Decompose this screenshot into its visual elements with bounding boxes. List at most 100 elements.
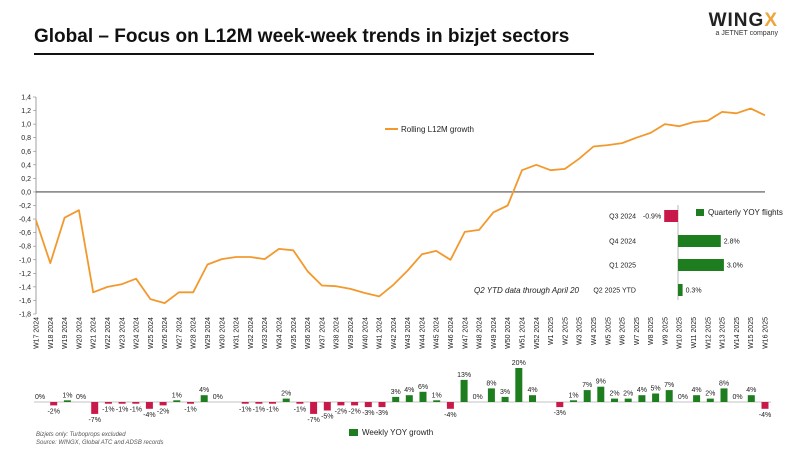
weekly-yoy-data-label: -4% xyxy=(143,412,155,419)
x-tick-label: W30 2024 xyxy=(219,317,226,349)
x-tick-label: W31 2024 xyxy=(234,317,241,349)
weekly-yoy-bar xyxy=(282,398,290,402)
weekly-yoy-bar xyxy=(132,402,140,404)
quarter-category-label: Q2 2025 YTD xyxy=(593,288,636,295)
x-tick-label: W26 2024 xyxy=(162,317,169,349)
quarterly-yoy-data-label: 0.3% xyxy=(686,288,702,295)
quarterly-yoy-data-label: 2.8% xyxy=(724,239,740,246)
weekly-yoy-data-label: -1% xyxy=(294,407,306,414)
x-tick-label: W29 2024 xyxy=(205,317,212,349)
weekly-yoy-bar xyxy=(611,398,618,402)
weekly-yoy-bar xyxy=(91,402,99,414)
weekly-yoy-bar xyxy=(310,402,318,414)
weekly-yoy-data-label: -1% xyxy=(239,407,251,414)
weekly-yoy-data-label: 20% xyxy=(512,360,526,367)
weekly-yoy-bar xyxy=(241,402,249,404)
legend-quarterly-label: Quarterly YOY flights xyxy=(708,208,783,217)
line-chart-axes: 1,4 1,2 1,0 0,8 0,6 0,4 0,2 0,0 -0,2 -0,4 -0,6 -0,8… xyxy=(19,95,765,319)
x-tick-label: W25 2024 xyxy=(148,317,155,349)
x-tick-label: W33 2024 xyxy=(262,317,269,349)
x-tick-label: W15 2025 xyxy=(748,317,755,349)
x-tick-label: W14 2025 xyxy=(734,317,741,349)
weekly-yoy-bar xyxy=(351,402,359,406)
weekly-yoy-data-label: -1% xyxy=(102,407,114,414)
weekly-yoy-data-label: -3% xyxy=(376,410,388,417)
x-tick-label: W24 2024 xyxy=(134,317,141,349)
x-tick-label: W40 2024 xyxy=(362,317,369,349)
weekly-yoy-data-label: -3% xyxy=(362,410,374,417)
quarterly-yoy-bar xyxy=(678,284,683,296)
weekly-yoy-bar xyxy=(583,390,591,402)
x-tick-label: W42 2024 xyxy=(391,317,398,349)
footnote-source: Source: WINGX, Global ATC and ADSB recor… xyxy=(36,440,164,446)
y-tick-label: -0,2 xyxy=(19,203,31,210)
weekly-yoy-bar xyxy=(173,400,181,402)
weekly-yoy-data-label: 0% xyxy=(213,394,223,401)
weekly-yoy-data-label: 5% xyxy=(651,386,661,393)
weekly-yoy-bar xyxy=(255,402,263,404)
weekly-yoy-bar-chart: 0%-2%1% 0%-7%-1% -1% -1%-4% -2%1%-1%4%0%-1% -… xyxy=(34,360,771,424)
weekly-yoy-data-label: 1% xyxy=(568,392,578,399)
quarter-category-label: Q1 2025 xyxy=(609,263,636,270)
x-tick-label: W17 2024 xyxy=(34,317,41,349)
x-tick-label: W12 2025 xyxy=(705,317,712,349)
weekly-yoy-data-label: 1% xyxy=(172,392,182,399)
x-tick-label: W41 2024 xyxy=(377,317,384,349)
weekly-yoy-bar xyxy=(269,402,276,404)
x-tick-label: W11 2025 xyxy=(691,317,698,348)
weekly-yoy-data-label: 0% xyxy=(678,394,688,401)
y-tick-label: -0,8 xyxy=(19,244,31,251)
y-tick-label: 1,4 xyxy=(21,95,31,102)
weekly-yoy-bar xyxy=(50,402,58,406)
weekly-yoy-bar xyxy=(405,395,413,402)
x-tick-label: W49 2024 xyxy=(491,317,498,349)
weekly-yoy-data-label: 6% xyxy=(418,384,428,391)
weekly-yoy-data-label: 0% xyxy=(35,394,45,401)
x-tick-label: W36 2024 xyxy=(305,317,312,349)
x-tick-label: W5 2025 xyxy=(605,317,612,345)
x-axis-labels: W17 2024 W18 2024 W19 2024 W20 2024 W21 2024… xyxy=(34,317,770,349)
weekly-yoy-data-label: -2% xyxy=(335,408,347,415)
weekly-yoy-data-label: -3% xyxy=(554,410,566,417)
weekly-yoy-bar xyxy=(487,388,495,402)
legend-weekly-label: Weekly YOY growth xyxy=(362,428,433,437)
y-tick-label: -1,4 xyxy=(19,284,31,291)
weekly-yoy-bar xyxy=(296,402,304,404)
y-tick-label: 0,2 xyxy=(21,176,31,183)
weekly-yoy-bar xyxy=(720,388,728,402)
weekly-yoy-data-label: -2% xyxy=(348,408,360,415)
weekly-yoy-bar xyxy=(556,402,564,408)
weekly-yoy-data-label: 0% xyxy=(473,394,483,401)
weekly-yoy-bar xyxy=(63,400,71,402)
y-tick-label: 0,0 xyxy=(21,189,31,196)
weekly-yoy-data-label: 2% xyxy=(609,391,619,398)
x-tick-label: W13 2025 xyxy=(720,317,727,349)
y-tick-label: -1,2 xyxy=(19,271,31,278)
weekly-yoy-data-label: 4% xyxy=(637,387,647,394)
x-tick-label: W35 2024 xyxy=(291,317,298,349)
x-tick-label: W51 2024 xyxy=(520,317,527,349)
weekly-yoy-data-label: 2% xyxy=(623,391,633,398)
x-tick-label: W1 2025 xyxy=(548,317,555,345)
weekly-yoy-data-label: 2% xyxy=(705,391,715,398)
weekly-yoy-data-label: 4% xyxy=(199,387,209,394)
title-underline xyxy=(34,53,594,55)
weekly-yoy-bar xyxy=(104,402,112,404)
weekly-yoy-bar xyxy=(200,395,208,402)
x-tick-label: W2 2025 xyxy=(562,317,569,345)
x-tick-label: W28 2024 xyxy=(191,317,198,349)
weekly-yoy-bar xyxy=(323,402,331,411)
x-tick-label: W23 2024 xyxy=(119,317,126,349)
weekly-yoy-data-label: 4% xyxy=(692,387,702,394)
y-tick-label: 1,0 xyxy=(21,122,31,129)
x-tick-label: W9 2025 xyxy=(662,317,669,345)
line-chart-series xyxy=(35,107,766,305)
x-tick-label: W6 2025 xyxy=(620,317,627,345)
weekly-yoy-data-label: -1% xyxy=(266,407,278,414)
logo-tagline: a JETNET company xyxy=(715,30,778,37)
weekly-yoy-bar xyxy=(515,368,523,402)
weekly-yoy-bar xyxy=(364,402,372,408)
weekly-yoy-bar xyxy=(446,402,454,409)
weekly-yoy-data-label: -4% xyxy=(444,412,456,419)
